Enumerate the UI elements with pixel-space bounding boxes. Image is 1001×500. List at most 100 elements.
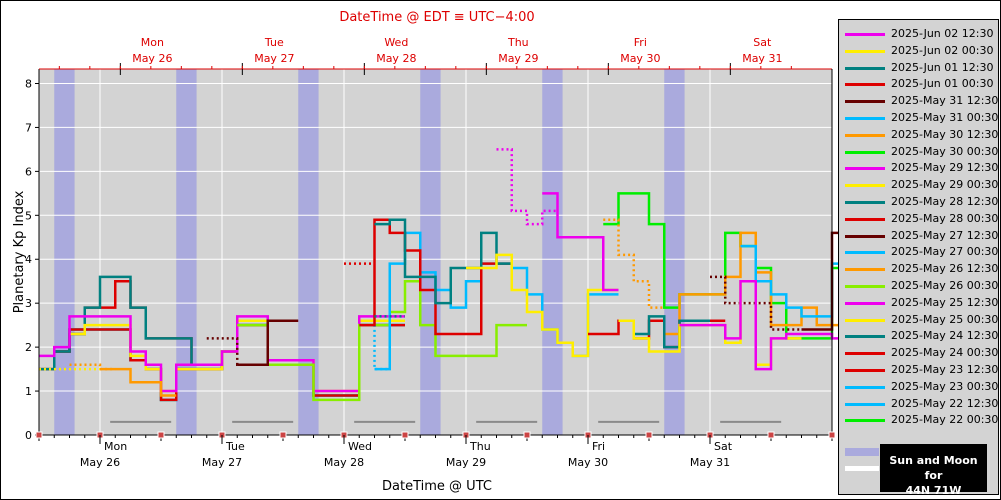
utc-date-label: May 31 — [690, 456, 730, 469]
y-tick-label: 8 — [25, 77, 32, 90]
legend-label: 2025-May 26 12:30 — [891, 262, 999, 276]
utc-dow-label: Wed — [348, 440, 372, 453]
local-date-label: May 27 — [254, 52, 294, 65]
legend-swatch — [845, 66, 885, 70]
x-hour-marker — [401, 431, 409, 439]
forecast-line — [603, 218, 665, 309]
y-tick-label: 4 — [25, 253, 32, 266]
legend-item: 2025-May 30 12:30 — [845, 127, 999, 143]
x-hour-marker — [157, 431, 165, 439]
legend-swatch — [845, 49, 885, 53]
local-dow-label: Fri — [634, 36, 647, 49]
legend-swatch — [845, 419, 885, 423]
legend-item: 2025-May 26 12:30 — [845, 261, 999, 277]
legend-label: 2025-May 30 12:30 — [891, 127, 999, 141]
legend-item: 2025-May 29 12:30 — [845, 160, 998, 176]
sun-moon-box: Sun and Moon for 44N 71W — [880, 444, 987, 497]
observed-line — [39, 275, 222, 371]
legend-swatch — [845, 100, 885, 104]
daylight-band — [298, 69, 319, 435]
legend-swatch — [845, 234, 885, 238]
legend-item: 2025-May 25 12:30 — [845, 295, 999, 311]
daylight-band — [664, 69, 685, 435]
axes — [35, 63, 836, 444]
legend-swatch — [845, 251, 885, 255]
legend-label: 2025-May 25 12:30 — [891, 295, 999, 309]
daylight-band — [54, 69, 75, 435]
y-tick-label: 2 — [25, 341, 32, 354]
legend-swatch — [845, 285, 885, 288]
sun-moon-line1: Sun and Moon for — [889, 454, 978, 482]
legend-item: 2025-Jun 01 00:30 — [845, 76, 997, 92]
legend-label: 2025-May 22 00:30 — [891, 413, 999, 427]
legend-label: 2025-May 22 12:30 — [891, 396, 999, 410]
utc-date-label: May 27 — [202, 456, 242, 469]
legend-swatch — [845, 167, 885, 171]
legend-item: 2025-Jun 02 12:30 — [845, 26, 997, 42]
local-date-label: May 28 — [376, 52, 416, 65]
y-tick-label: 7 — [25, 121, 32, 134]
utc-date-label: May 26 — [80, 456, 120, 469]
observed-line — [100, 367, 177, 397]
legend-item: 2025-Jun 01 12:30 — [845, 60, 997, 76]
legend-item: 2025-May 23 12:30 — [845, 362, 998, 378]
x-hour-marker — [767, 431, 775, 439]
legend-swatch — [845, 201, 885, 204]
forecast-line — [710, 275, 802, 331]
local-dow-label: Thu — [507, 36, 529, 49]
legend-sun-shade — [845, 448, 879, 456]
x-hour-marker — [828, 431, 836, 439]
utc-dow-label: Mon — [104, 440, 127, 453]
observed-line — [542, 192, 619, 292]
local-date-label: May 31 — [742, 52, 782, 65]
y-tick-label: 5 — [25, 209, 32, 222]
legend-item: 2025-May 27 00:30 — [845, 244, 999, 260]
axis-text: 0 1 2 3 4 5 6 7 8 Mon May 26 Tue May 27 Wed May 28 Thu M… — [12, 10, 782, 494]
legend-label: 2025-May 27 12:30 — [891, 228, 999, 242]
y-axis-title: Planetary Kp Index — [12, 190, 27, 313]
x-hour-marker — [35, 431, 43, 439]
legend-swatch — [845, 217, 885, 221]
utc-date-label: May 28 — [324, 456, 364, 469]
legend-item: 2025-May 26 00:30 — [845, 278, 999, 294]
local-date-label: May 26 — [132, 52, 172, 65]
observed-line — [679, 279, 848, 371]
local-dow-label: Mon — [141, 36, 164, 49]
daylight-band — [176, 69, 197, 435]
legend-item: 2025-May 30 00:30 — [845, 144, 998, 160]
legend-item: 2025-May 31 12:30 — [845, 93, 999, 109]
forecast-line — [69, 363, 116, 371]
local-dow-label: Sat — [753, 36, 772, 49]
legend-swatch — [845, 150, 885, 154]
legend-label: 2025-May 31 12:30 — [891, 94, 999, 108]
legend-item: 2025-Jun 02 00:30 — [845, 43, 997, 59]
series-lines — [39, 148, 863, 402]
utc-date-label: May 30 — [568, 456, 608, 469]
legend-moon-shade — [845, 466, 879, 471]
local-dow-label: Wed — [384, 36, 408, 49]
legend-item: 2025-May 31 00:30 — [845, 110, 998, 126]
utc-dow-label: Fri — [592, 440, 605, 453]
forecast-line — [496, 148, 558, 226]
legend-label: 2025-Jun 02 12:30 — [891, 27, 994, 40]
legend-item: 2025-May 25 00:30 — [845, 312, 998, 328]
legend-label: 2025-May 24 00:30 — [891, 346, 999, 360]
x-hour-marker — [523, 431, 531, 439]
legend-item: 2025-May 24 00:30 — [845, 345, 999, 361]
observed-line — [374, 218, 512, 305]
legend-swatch — [845, 301, 885, 305]
legend-label: 2025-May 26 00:30 — [891, 279, 999, 292]
x-hour-marker — [645, 431, 653, 439]
legend-item: 2025-May 29 00:30 — [845, 177, 999, 193]
legend-label: 2025-May 29 00:30 — [891, 178, 999, 192]
legend-item: 2025-May 22 00:30 — [845, 412, 999, 428]
legend-label: 2025-May 28 00:30 — [891, 211, 999, 225]
legend-label: 2025-May 24 12:30 — [891, 329, 999, 343]
utc-date-label: May 29 — [446, 456, 486, 469]
bottom-title: DateTime @ UTC — [382, 479, 492, 494]
observed-line — [359, 218, 512, 336]
legend-item: 2025-May 28 12:30 — [845, 194, 998, 210]
legend-label: 2025-May 27 00:30 — [891, 245, 999, 259]
